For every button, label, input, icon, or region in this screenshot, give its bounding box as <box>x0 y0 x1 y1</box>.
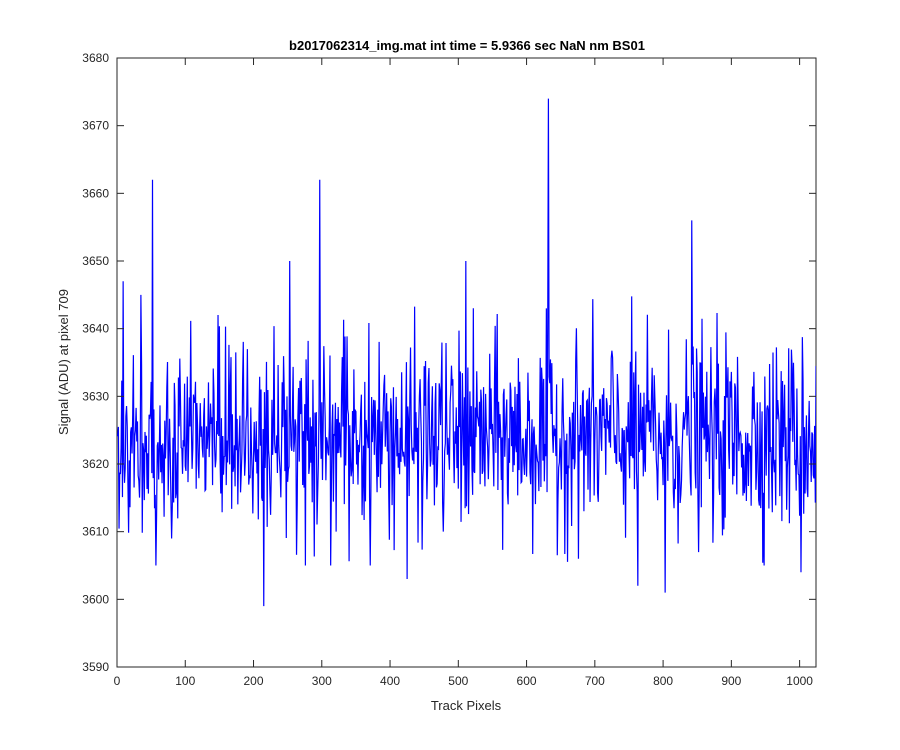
x-tick-label: 300 <box>312 674 332 688</box>
y-tick-label: 3670 <box>82 119 109 133</box>
x-tick-label: 600 <box>517 674 537 688</box>
x-tick-label: 400 <box>380 674 400 688</box>
y-tick-label: 3590 <box>82 660 109 674</box>
x-tick-label: 500 <box>448 674 468 688</box>
x-tick-label: 200 <box>244 674 264 688</box>
chart-title: b2017062314_img.mat int time = 5.9366 se… <box>289 38 645 53</box>
x-tick-label: 800 <box>653 674 673 688</box>
x-tick-label: 700 <box>585 674 605 688</box>
x-tick-label: 900 <box>721 674 741 688</box>
y-tick-label: 3610 <box>82 525 109 539</box>
y-tick-label: 3620 <box>82 457 109 471</box>
series-group <box>117 98 816 607</box>
x-axis: 0 100 200 300 400 500 600 700 800 900 1000 <box>114 58 813 688</box>
y-tick-label: 3650 <box>82 254 109 268</box>
y-tick-label: 3640 <box>82 322 109 336</box>
y-tick-label: 3660 <box>82 186 109 200</box>
y-axis-label: Signal (ADU) at pixel 709 <box>56 289 71 435</box>
y-axis: 3590 3600 3610 3620 3630 3640 3650 3660 3670 3680 <box>82 51 816 674</box>
series-line <box>117 98 816 607</box>
y-tick-label: 3600 <box>82 592 109 606</box>
x-tick-label: 1000 <box>786 674 813 688</box>
x-tick-label: 0 <box>114 674 121 688</box>
x-tick-label: 100 <box>175 674 195 688</box>
x-axis-label: Track Pixels <box>431 698 502 713</box>
y-tick-label: 3630 <box>82 389 109 403</box>
y-tick-label: 3680 <box>82 51 109 65</box>
